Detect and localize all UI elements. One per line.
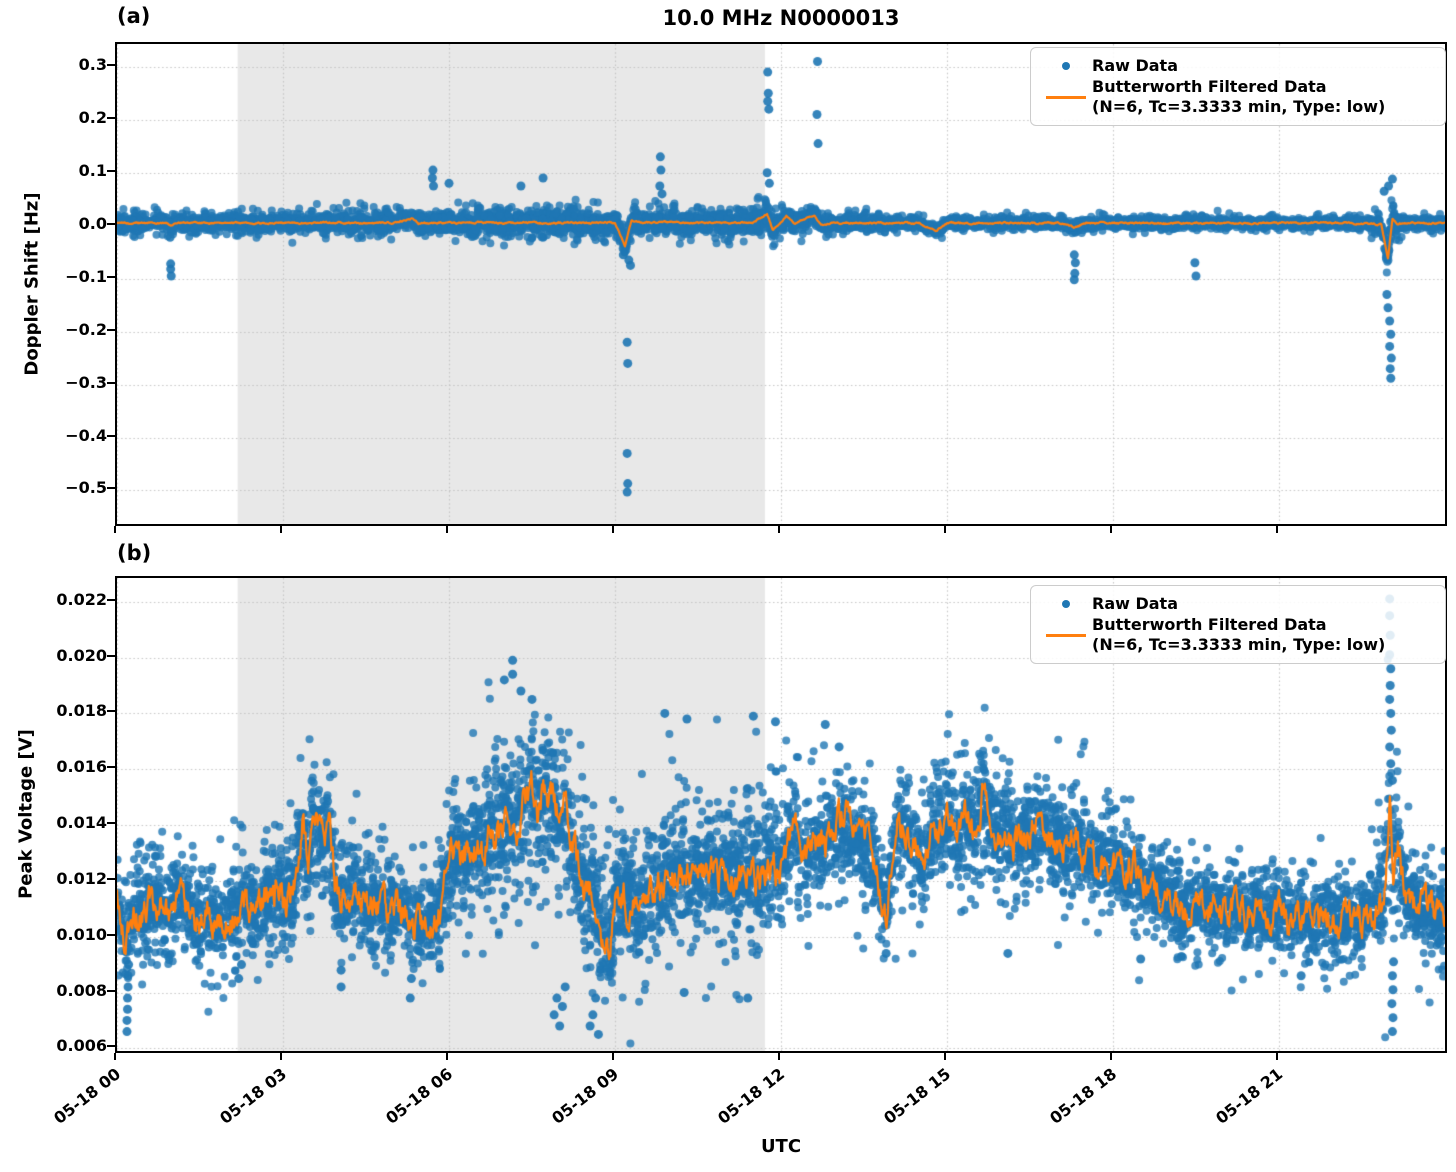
legend-filtered-entry: Butterworth Filtered Data (N=6, Tc=3.333… <box>1040 77 1435 117</box>
y-tick-label: −0.4 <box>65 425 107 445</box>
panel-b-label: (b) <box>117 541 152 565</box>
y-tick-mark <box>107 328 115 331</box>
panel-a-legend: Raw Data Butterworth Filtered Data (N=6,… <box>1030 47 1446 126</box>
x-tick-mark <box>944 526 946 533</box>
y-tick-mark <box>107 598 115 601</box>
legend-filtered-label-line1: Butterworth Filtered Data <box>1092 77 1327 96</box>
y-tick-label: 0.016 <box>56 757 107 777</box>
panel-a-label: (a) <box>117 4 151 28</box>
y-tick-label: 0.006 <box>56 1036 107 1056</box>
y-tick-mark <box>107 822 115 825</box>
y-tick-label: −0.2 <box>65 319 107 339</box>
x-tick-label: 05-18 15 <box>880 1064 955 1128</box>
x-tick-mark <box>944 1053 946 1060</box>
raw-data-marker-area <box>1040 62 1092 70</box>
x-tick-label: 05-18 21 <box>1212 1064 1287 1128</box>
y-tick-mark <box>107 116 115 119</box>
y-tick-label: 0.008 <box>56 980 107 1000</box>
y-tick-mark <box>107 766 115 769</box>
x-tick-mark <box>280 526 282 533</box>
x-tick-mark <box>446 1053 448 1060</box>
y-tick-mark <box>107 989 115 992</box>
filtered-data-marker-area <box>1040 95 1092 99</box>
x-tick-mark <box>446 526 448 533</box>
legend-filtered-label-line2: (N=6, Tc=3.3333 min, Type: low) <box>1092 635 1386 654</box>
y-tick-label: 0.010 <box>56 924 107 944</box>
legend-filtered-label-line2: (N=6, Tc=3.3333 min, Type: low) <box>1092 97 1386 116</box>
y-tick-mark <box>107 381 115 384</box>
x-tick-mark <box>1276 1053 1278 1060</box>
filtered-data-marker-area <box>1040 633 1092 637</box>
filtered-data-line-icon <box>1046 633 1086 637</box>
y-tick-label: 0.2 <box>78 107 107 127</box>
x-tick-mark <box>280 1053 282 1060</box>
raw-data-dot-icon <box>1062 62 1070 70</box>
panel-b-legend: Raw Data Butterworth Filtered Data (N=6,… <box>1030 585 1446 664</box>
y-tick-label: −0.1 <box>65 266 107 286</box>
raw-data-dot-icon <box>1062 600 1070 608</box>
y-tick-mark <box>107 434 115 437</box>
x-tick-mark <box>114 1053 116 1060</box>
y-tick-label: 0.1 <box>78 160 107 180</box>
y-tick-mark <box>107 487 115 490</box>
x-tick-mark <box>1276 526 1278 533</box>
y-tick-mark <box>107 933 115 936</box>
y-tick-mark <box>107 275 115 278</box>
filtered-data-line-icon <box>1046 95 1086 99</box>
y-tick-label: −0.3 <box>65 372 107 392</box>
legend-filtered-entry: Butterworth Filtered Data (N=6, Tc=3.333… <box>1040 615 1435 655</box>
x-tick-label: 05-18 06 <box>382 1064 457 1128</box>
x-tick-label: 05-18 12 <box>714 1064 789 1128</box>
x-tick-mark <box>778 526 780 533</box>
x-tick-label: 05-18 18 <box>1046 1064 1121 1128</box>
y-tick-mark <box>107 654 115 657</box>
y-tick-label: 0.0 <box>78 213 107 233</box>
y-tick-label: 0.014 <box>56 813 107 833</box>
raw-data-marker-area <box>1040 600 1092 608</box>
legend-raw-entry: Raw Data <box>1040 594 1435 614</box>
y-tick-mark <box>107 1045 115 1048</box>
x-tick-mark <box>778 1053 780 1060</box>
y-tick-mark <box>107 169 115 172</box>
y-tick-label: 0.3 <box>78 54 107 74</box>
y-tick-mark <box>107 222 115 225</box>
legend-raw-entry: Raw Data <box>1040 56 1435 76</box>
y-tick-label: 0.012 <box>56 868 107 888</box>
x-axis-label: UTC <box>760 1136 802 1157</box>
y-tick-mark <box>107 710 115 713</box>
y-tick-label: 0.022 <box>56 589 107 609</box>
legend-filtered-label: Butterworth Filtered Data (N=6, Tc=3.333… <box>1092 77 1385 117</box>
x-tick-mark <box>1110 526 1112 533</box>
figure-title: 10.0 MHz N0000013 <box>662 6 900 30</box>
y-tick-label: −0.5 <box>65 478 107 498</box>
x-tick-mark <box>114 526 116 533</box>
legend-raw-label: Raw Data <box>1092 594 1178 613</box>
y-tick-mark <box>107 63 115 66</box>
x-tick-mark <box>1110 1053 1112 1060</box>
y-tick-label: 0.020 <box>56 645 107 665</box>
x-tick-label: 05-18 00 <box>50 1064 125 1128</box>
y-tick-label: 0.018 <box>56 701 107 721</box>
legend-raw-label: Raw Data <box>1092 56 1178 75</box>
legend-filtered-label: Butterworth Filtered Data (N=6, Tc=3.333… <box>1092 615 1385 655</box>
x-tick-label: 05-18 03 <box>216 1064 291 1128</box>
legend-filtered-label-line1: Butterworth Filtered Data <box>1092 615 1327 634</box>
y-tick-mark <box>107 877 115 880</box>
x-tick-label: 05-18 09 <box>548 1064 623 1128</box>
x-tick-mark <box>612 1053 614 1060</box>
x-tick-mark <box>612 526 614 533</box>
